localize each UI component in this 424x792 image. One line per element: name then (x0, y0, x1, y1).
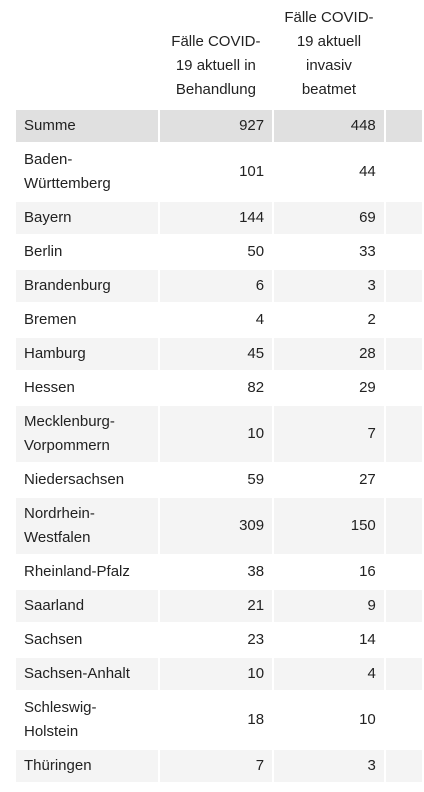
table-row: Thüringen 7 3 (16, 750, 422, 782)
count-cell: 29 (359, 379, 376, 396)
header-cell: Fälle COVID-19 aktuell in Behandlung (171, 33, 261, 98)
state-name: Bremen (24, 311, 77, 328)
cut-cell (385, 590, 422, 622)
count-cell: 10 (159, 406, 273, 462)
header-row: Fälle COVID-19 aktuell in Behandlung Fäl… (16, 2, 422, 108)
table-row: Berlin 50 33 (16, 236, 422, 268)
count-cell: 150 (274, 498, 384, 554)
count-cell: 144 (159, 202, 273, 234)
table-row: Mecklenburg-Vorpommern 10 7 (16, 406, 422, 462)
cut-cell (385, 658, 422, 690)
table-row: Brandenburg 6 3 (16, 270, 422, 302)
count-cell: 448 (274, 110, 384, 142)
table-row: Sachsen-Anhalt 10 4 (16, 658, 422, 690)
table-row: Bremen 4 2 (16, 304, 422, 336)
cut-cell (386, 372, 422, 404)
count-cell: 10 (359, 711, 376, 728)
table-row: Hamburg 45 28 (16, 338, 422, 370)
state-name: Sachsen (24, 631, 83, 648)
count-cell: 101 (239, 163, 265, 180)
state-name: Rheinland-Pfalz (24, 563, 130, 580)
cut-cell (386, 624, 422, 656)
state-name: Saarland (16, 590, 158, 622)
count-cell: 7 (274, 406, 384, 462)
state-name: Niedersachsen (24, 471, 125, 488)
count-cell: 2 (367, 311, 376, 328)
state-name: Bayern (16, 202, 158, 234)
count-cell: 3 (274, 270, 384, 302)
cut-cell (386, 692, 422, 748)
header-cell: Fälle COVID-19 aktuell invasiv beatmet (284, 9, 374, 98)
count-cell: 4 (274, 658, 384, 690)
covid-table: Fälle COVID-19 aktuell in Behandlung Fäl… (14, 0, 424, 784)
table-row: Niedersachsen 59 27 (16, 464, 422, 496)
header-cut (386, 2, 422, 108)
cut-cell (386, 144, 422, 200)
table-row: Rheinland-Pfalz 38 16 (16, 556, 422, 588)
table-row: Bayern 144 69 (16, 202, 422, 234)
cut-cell (385, 750, 422, 782)
count-cell: 82 (247, 379, 265, 396)
table-row: Schleswig-Holstein 18 10 (16, 692, 422, 748)
table-row: Sachsen 23 14 (16, 624, 422, 656)
state-name: Brandenburg (16, 270, 158, 302)
count-cell: 6 (159, 270, 273, 302)
state-name: Berlin (24, 243, 63, 260)
cut-cell (385, 406, 422, 462)
count-cell: 16 (359, 563, 376, 580)
cut-cell (385, 202, 422, 234)
count-cell: 50 (247, 243, 265, 260)
count-cell: 9 (274, 590, 384, 622)
count-cell: 21 (159, 590, 273, 622)
cut-cell (385, 498, 422, 554)
cut-cell (386, 464, 422, 496)
count-cell: 3 (274, 750, 384, 782)
count-cell: 59 (247, 471, 265, 488)
state-name: Hamburg (16, 338, 158, 370)
state-name: Thüringen (16, 750, 158, 782)
count-cell: 69 (274, 202, 384, 234)
count-cell: 7 (159, 750, 273, 782)
state-name: Mecklenburg-Vorpommern (16, 406, 158, 462)
count-cell: 44 (359, 163, 376, 180)
table-row: Summe 927 448 (16, 110, 422, 142)
table-row: Nordrhein-Westfalen 309 150 (16, 498, 422, 554)
count-cell: 10 (159, 658, 273, 690)
cut-cell (385, 338, 422, 370)
count-cell: 18 (247, 711, 265, 728)
state-name: Baden-Württemberg (24, 151, 111, 192)
cut-cell (386, 556, 422, 588)
table-row: Baden-Württemberg 101 44 (16, 144, 422, 200)
state-name: Summe (16, 110, 158, 142)
table-row: Hessen 82 29 (16, 372, 422, 404)
state-name: Sachsen-Anhalt (16, 658, 158, 690)
count-cell: 927 (159, 110, 273, 142)
count-cell: 4 (255, 311, 265, 328)
count-cell: 38 (247, 563, 265, 580)
count-cell: 23 (247, 631, 265, 648)
count-cell: 28 (274, 338, 384, 370)
count-cell: 33 (359, 243, 376, 260)
state-name: Hessen (24, 379, 75, 396)
state-name: Schleswig-Holstein (24, 699, 97, 740)
count-cell: 27 (359, 471, 376, 488)
cut-cell (385, 270, 422, 302)
cut-cell (386, 304, 422, 336)
state-name: Nordrhein-Westfalen (16, 498, 158, 554)
cut-cell (386, 236, 422, 268)
count-cell: 45 (159, 338, 273, 370)
header-empty (16, 2, 158, 108)
count-cell: 309 (159, 498, 273, 554)
table-row: Saarland 21 9 (16, 590, 422, 622)
cut-cell (385, 110, 422, 142)
count-cell: 14 (359, 631, 376, 648)
